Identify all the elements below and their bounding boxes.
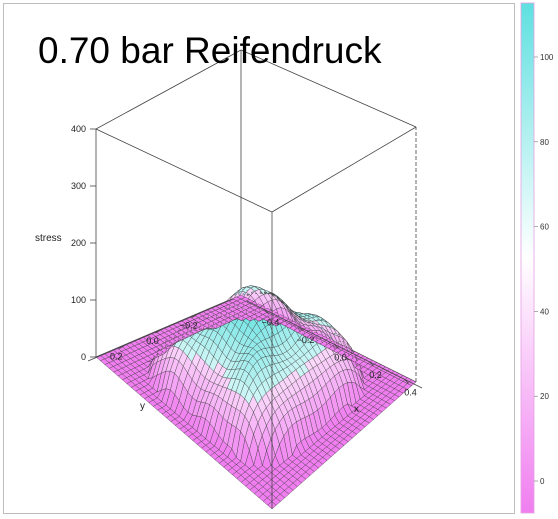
colorbar-tick-label: 80 — [540, 138, 549, 147]
colorbar-ticks: 0 20 40 60 80 100 — [534, 53, 554, 486]
y-tick-label: −0.2 — [180, 321, 198, 331]
x-tick — [264, 309, 269, 314]
x-tick — [404, 379, 409, 384]
plot-panel — [3, 3, 515, 514]
colorbar-tick-label: 20 — [540, 392, 549, 401]
z-axis-label: stress — [35, 233, 62, 244]
z-tick-label: 400 — [71, 124, 86, 134]
x-tick — [334, 344, 339, 349]
z-tick-label: 300 — [71, 181, 86, 191]
stress-surface — [95, 285, 417, 510]
bounding-box-front — [95, 126, 417, 509]
box-edge — [240, 49, 417, 128]
colorbar-tick-label: 0 — [540, 477, 545, 486]
colorbar-tick-label: 60 — [540, 223, 549, 232]
colorbar — [520, 2, 535, 514]
z-tick-label: 100 — [71, 295, 86, 305]
y-tick-label: 0.0 — [146, 336, 159, 346]
x-tick-label: 0.2 — [369, 370, 382, 380]
colorbar-tick-label: 100 — [540, 53, 554, 62]
x-tick-label: −0.4 — [262, 318, 280, 328]
box-edge — [95, 49, 242, 130]
box-edge — [95, 128, 273, 213]
y-axis-label: y — [140, 401, 145, 412]
x-tick-label: 0.0 — [334, 353, 347, 363]
y-tick — [119, 345, 125, 349]
y-tick-label: 0.2 — [110, 352, 123, 362]
x-tick — [299, 326, 304, 332]
chart-title: 0.70 bar Reifendruck — [38, 30, 382, 71]
z-tick-label: 0 — [81, 352, 86, 362]
x-tick-label: 0.4 — [404, 387, 417, 397]
box-edge — [271, 126, 417, 213]
z-tick-label: 200 — [71, 238, 86, 248]
y-tick — [191, 314, 197, 318]
x-axis-label: x — [354, 404, 359, 415]
y-tick — [155, 329, 161, 334]
axes: 0 100 200 300 400 −0.2 0.0 0.2 −0.4 −0.2 0.0 0.2 0.4 — [71, 124, 423, 397]
x-tick — [369, 361, 374, 367]
x-tick-label: −0.2 — [297, 335, 315, 345]
colorbar-tick-label: 40 — [540, 307, 549, 316]
